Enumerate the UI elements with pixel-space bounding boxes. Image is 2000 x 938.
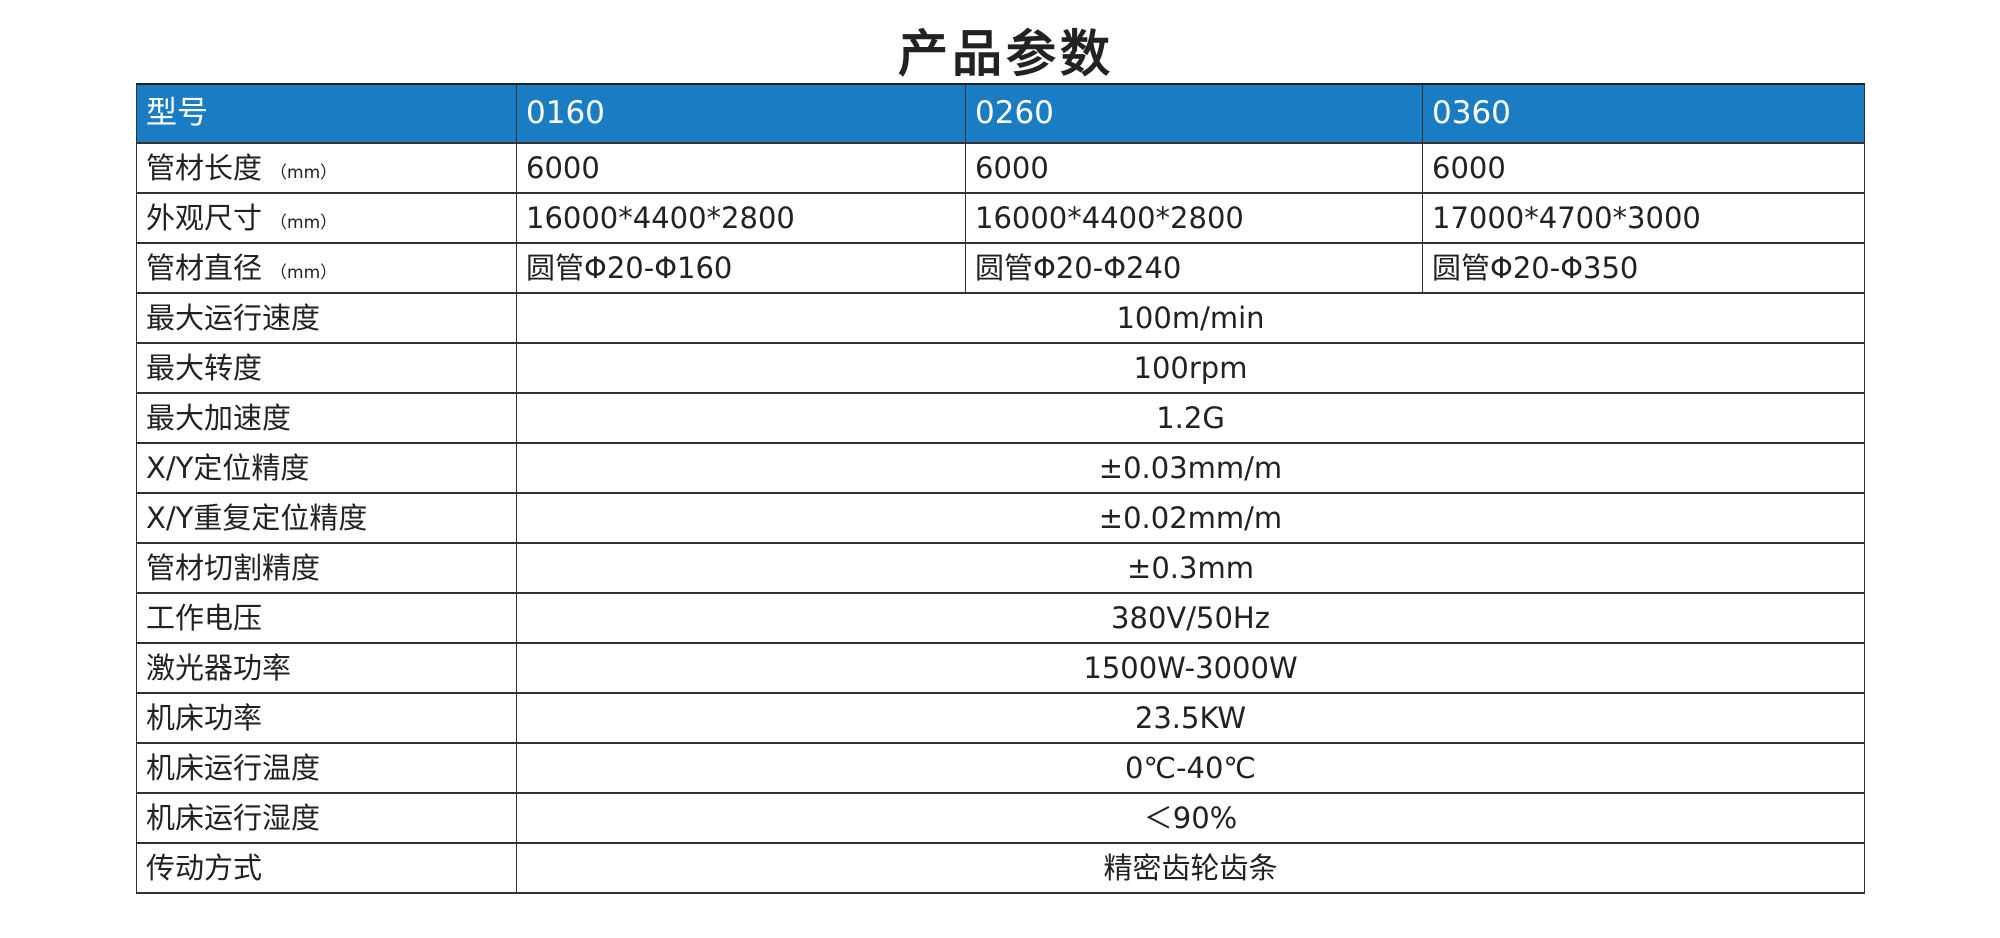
table-row: 最大运行速度 100m/min [136,292,1865,344]
row-value: 100rpm [516,342,1865,394]
row-value: 圆管Φ20-Φ240 [965,242,1423,294]
row-value: ±0.03mm/m [516,442,1865,494]
row-value: ±0.3mm [516,542,1865,594]
row-unit: （mm） [270,162,338,183]
row-label: 机床运行湿度 [136,792,517,844]
row-label: 机床运行温度 [136,742,517,794]
row-value: ＜90% [516,792,1865,844]
table-row: 最大加速度 1.2G [136,392,1865,444]
row-label-text: 外观尺寸 [146,200,263,235]
row-value: 17000*4700*3000 [1422,192,1865,244]
row-value: 6000 [1422,142,1865,194]
table-row: 管材长度 （mm） 6000 6000 6000 [136,142,1865,194]
row-label: 管材切割精度 [136,542,517,594]
page-title: 产品参数 [898,25,1114,83]
row-value: 380V/50Hz [516,592,1865,644]
header-model: 0360 [1422,83,1865,144]
row-label: 外观尺寸 （mm） [136,192,517,244]
row-value: 6000 [965,142,1423,194]
row-value: 23.5KW [516,692,1865,744]
table-row: X/Y定位精度 ±0.03mm/m [136,442,1865,494]
table-row: 外观尺寸 （mm） 16000*4400*2800 16000*4400*2800 17… [136,192,1865,244]
row-value: 6000 [516,142,966,194]
row-label: X/Y定位精度 [136,442,517,494]
header-label: 型号 [136,83,517,144]
row-value: 16000*4400*2800 [965,192,1423,244]
row-label: 管材直径 （mm） [136,242,517,294]
header-model: 0260 [965,83,1423,144]
spec-table: 型号 0160 0260 0360 管材长度 （mm） 6000 6000 6000 外观… [136,83,1865,894]
row-label: 最大加速度 [136,392,517,444]
row-label: 机床功率 [136,692,517,744]
row-value: 100m/min [516,292,1865,344]
table-row: 机床运行温度 0℃-40℃ [136,742,1865,794]
row-label: X/Y重复定位精度 [136,492,517,544]
table-row: 最大转度 100rpm [136,342,1865,394]
table-row: 激光器功率 1500W-3000W [136,642,1865,694]
row-value: 精密齿轮齿条 [516,842,1865,894]
row-value: 圆管Φ20-Φ160 [516,242,966,294]
row-value: 16000*4400*2800 [516,192,966,244]
row-label-text: 管材长度 [146,150,263,185]
row-label: 最大转度 [136,342,517,394]
row-value: 1.2G [516,392,1865,444]
row-label: 最大运行速度 [136,292,517,344]
row-value: 1500W-3000W [516,642,1865,694]
row-value: ±0.02mm/m [516,492,1865,544]
table-row: 机床功率 23.5KW [136,692,1865,744]
row-value: 0℃-40℃ [516,742,1865,794]
table-row: 管材直径 （mm） 圆管Φ20-Φ160 圆管Φ20-Φ240 圆管Φ20-Φ350 [136,242,1865,294]
table-row: X/Y重复定位精度 ±0.02mm/m [136,492,1865,544]
row-label: 管材长度 （mm） [136,142,517,194]
row-unit: （mm） [270,212,338,233]
table-row: 机床运行湿度 ＜90% [136,792,1865,844]
row-label: 工作电压 [136,592,517,644]
row-label: 激光器功率 [136,642,517,694]
table-row: 管材切割精度 ±0.3mm [136,542,1865,594]
row-label: 传动方式 [136,842,517,894]
table-row: 传动方式 精密齿轮齿条 [136,842,1865,894]
table-header-row: 型号 0160 0260 0360 [136,83,1865,144]
header-model: 0160 [516,83,966,144]
table-row: 工作电压 380V/50Hz [136,592,1865,644]
row-label-text: 管材直径 [146,250,263,285]
row-value: 圆管Φ20-Φ350 [1422,242,1865,294]
row-unit: （mm） [270,262,338,283]
